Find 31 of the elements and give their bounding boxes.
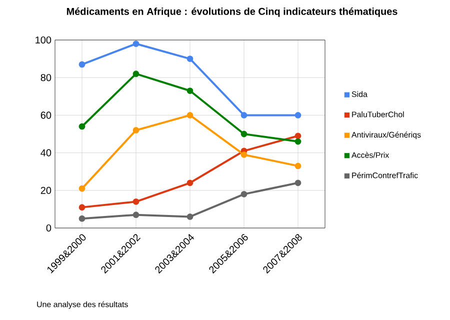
- point: [132, 127, 140, 134]
- point: [294, 132, 302, 140]
- point: [186, 112, 194, 118]
- point: [132, 212, 140, 218]
- point: [240, 151, 248, 158]
- point: [186, 88, 194, 94]
- y-tick-label: 20: [40, 186, 52, 194]
- point: [132, 70, 140, 78]
- point: [294, 138, 302, 145]
- y-tick-label: 40: [40, 149, 52, 156]
- y-tick-label: 80: [40, 74, 52, 82]
- y-tick-label: 60: [40, 112, 52, 119]
- point: [78, 61, 86, 68]
- point: [186, 180, 194, 186]
- point: [186, 56, 194, 62]
- point: [78, 123, 86, 130]
- point: [240, 190, 248, 198]
- y-tick-label: 0: [46, 224, 52, 232]
- y-tick-label: 100: [36, 36, 52, 44]
- point: [240, 130, 248, 138]
- point: [78, 185, 86, 192]
- point: [132, 198, 140, 205]
- point: [132, 40, 140, 47]
- chart-title: Médicaments en Afrique : évolutions de Cinq indicateurs thématiques: [66, 8, 398, 17]
- point: [78, 204, 86, 211]
- point: [294, 112, 302, 118]
- point: [294, 180, 302, 186]
- point: [294, 162, 302, 170]
- point: [78, 215, 86, 222]
- point: [186, 214, 194, 220]
- point: [240, 112, 248, 118]
